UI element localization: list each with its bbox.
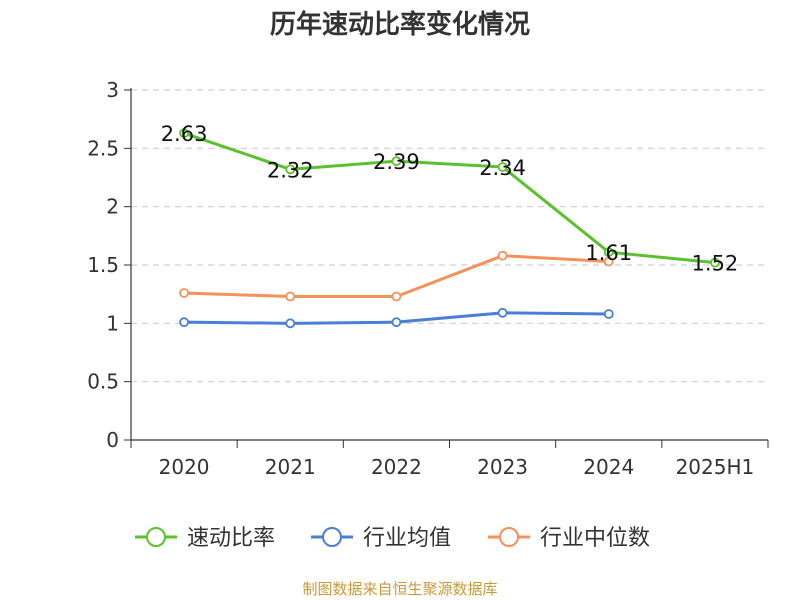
data-point <box>179 128 189 139</box>
legend-label: 行业中位数 <box>540 526 650 551</box>
legend-marker <box>499 527 519 547</box>
chart-title: 历年速动比率变化情况 <box>269 10 530 40</box>
data-point <box>285 164 296 175</box>
data-point <box>391 317 402 328</box>
data-point <box>497 307 508 318</box>
x-tick-label: 2024 <box>583 455 634 479</box>
data-label: 1.52 <box>692 252 739 276</box>
data-label: 2.63 <box>161 122 208 146</box>
data-point <box>285 318 296 329</box>
x-tick-label: 2020 <box>159 455 210 479</box>
y-tick-label: 0.5 <box>87 370 119 394</box>
data-label: 2.34 <box>479 156 526 180</box>
data-point <box>179 317 189 328</box>
legend-marker <box>322 527 342 547</box>
y-tick-label: 1 <box>106 311 119 335</box>
data-point <box>603 309 614 319</box>
data-point <box>391 291 402 302</box>
y-tick-label: 2 <box>106 195 119 219</box>
y-tick-label: 2.5 <box>87 136 119 160</box>
legend-label: 行业均值 <box>363 526 451 551</box>
x-tick-label: 2022 <box>371 455 422 479</box>
x-tick-label: 2023 <box>477 455 528 479</box>
series-line-1 <box>183 131 716 265</box>
y-tick-label: 1.5 <box>87 253 119 277</box>
data-point <box>497 250 508 261</box>
legend-marker <box>146 527 166 547</box>
data-label: 2.32 <box>267 158 314 182</box>
data-point <box>710 257 720 268</box>
y-tick-label: 3 <box>106 78 119 102</box>
x-tick-label: 2025H1 <box>676 455 755 479</box>
source-note: 制图数据来自恒生聚源数据库 <box>302 580 498 598</box>
data-point <box>179 288 189 298</box>
data-point <box>391 156 402 167</box>
data-point <box>603 256 614 267</box>
y-tick-label: 0 <box>106 428 119 452</box>
data-point <box>603 247 614 258</box>
data-point <box>497 162 508 172</box>
series-line-3 <box>184 254 609 298</box>
x-tick-label: 2021 <box>265 455 316 479</box>
data-label: 1.61 <box>585 241 632 265</box>
data-label: 2.39 <box>373 150 420 174</box>
legend-label: 速动比率 <box>187 526 275 551</box>
data-point <box>285 291 296 302</box>
